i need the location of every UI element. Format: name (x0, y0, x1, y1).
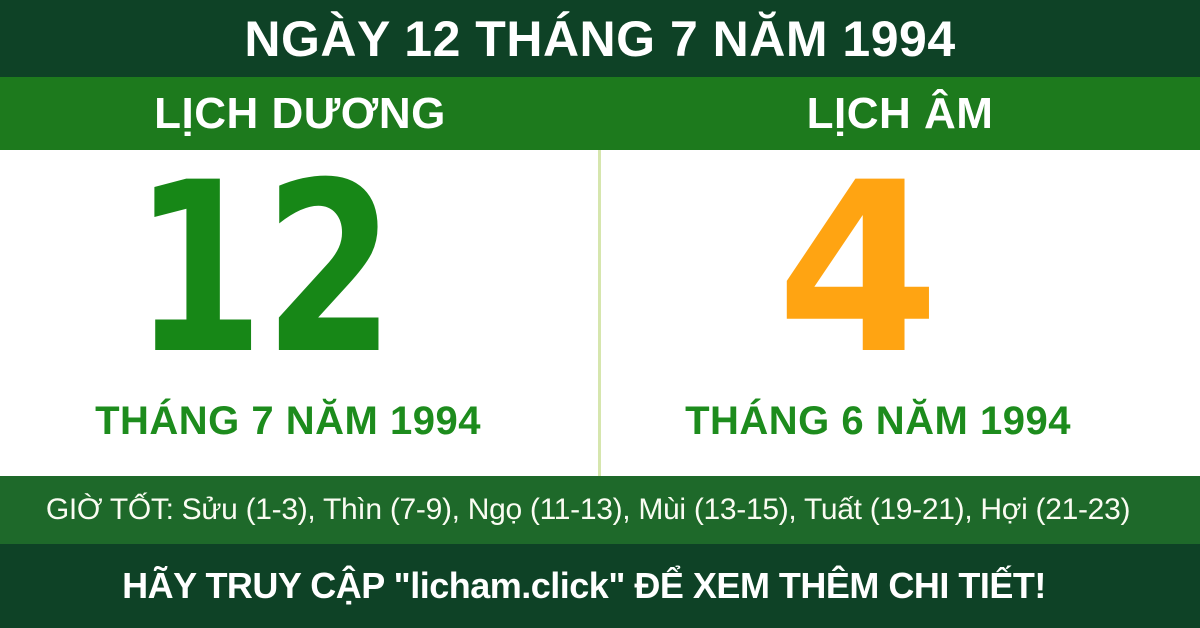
date-header-band: NGÀY 12 THÁNG 7 NĂM 1994 (0, 0, 1200, 77)
footer-cta-text: HÃY TRUY CẬP "licham.click" ĐỂ XEM THÊM … (122, 565, 1046, 606)
lunar-calendar-label: LỊCH ÂM (806, 88, 994, 138)
lunar-day-number: 4 (776, 133, 940, 406)
good-hours-text: GIỜ TỐT: Sửu (1-3), Thìn (7-9), Ngọ (11-… (45, 493, 1131, 526)
solar-calendar-label: LỊCH DƯƠNG (154, 88, 446, 138)
solar-day-panel: 12 THÁNG 7 NĂM 1994 (0, 150, 600, 476)
solar-day-number: 12 (133, 133, 395, 406)
vertical-divider (598, 150, 601, 476)
calendar-type-header-band: LỊCH DƯƠNG LỊCH ÂM (0, 77, 1200, 150)
day-panels: 12 THÁNG 7 NĂM 1994 4 THÁNG 6 NĂM 1994 (0, 150, 1200, 476)
lunar-day-panel: 4 THÁNG 6 NĂM 1994 (600, 150, 1200, 476)
footer-cta-band: HÃY TRUY CẬP "licham.click" ĐỂ XEM THÊM … (0, 544, 1200, 628)
lunar-month-label: THÁNG 6 NĂM 1994 (685, 399, 1071, 443)
page-title: NGÀY 12 THÁNG 7 NĂM 1994 (244, 10, 956, 67)
good-hours-bar: GIỜ TỐT: Sửu (1-3), Thìn (7-9), Ngọ (11-… (0, 476, 1200, 544)
solar-month-label: THÁNG 7 NĂM 1994 (95, 399, 481, 443)
